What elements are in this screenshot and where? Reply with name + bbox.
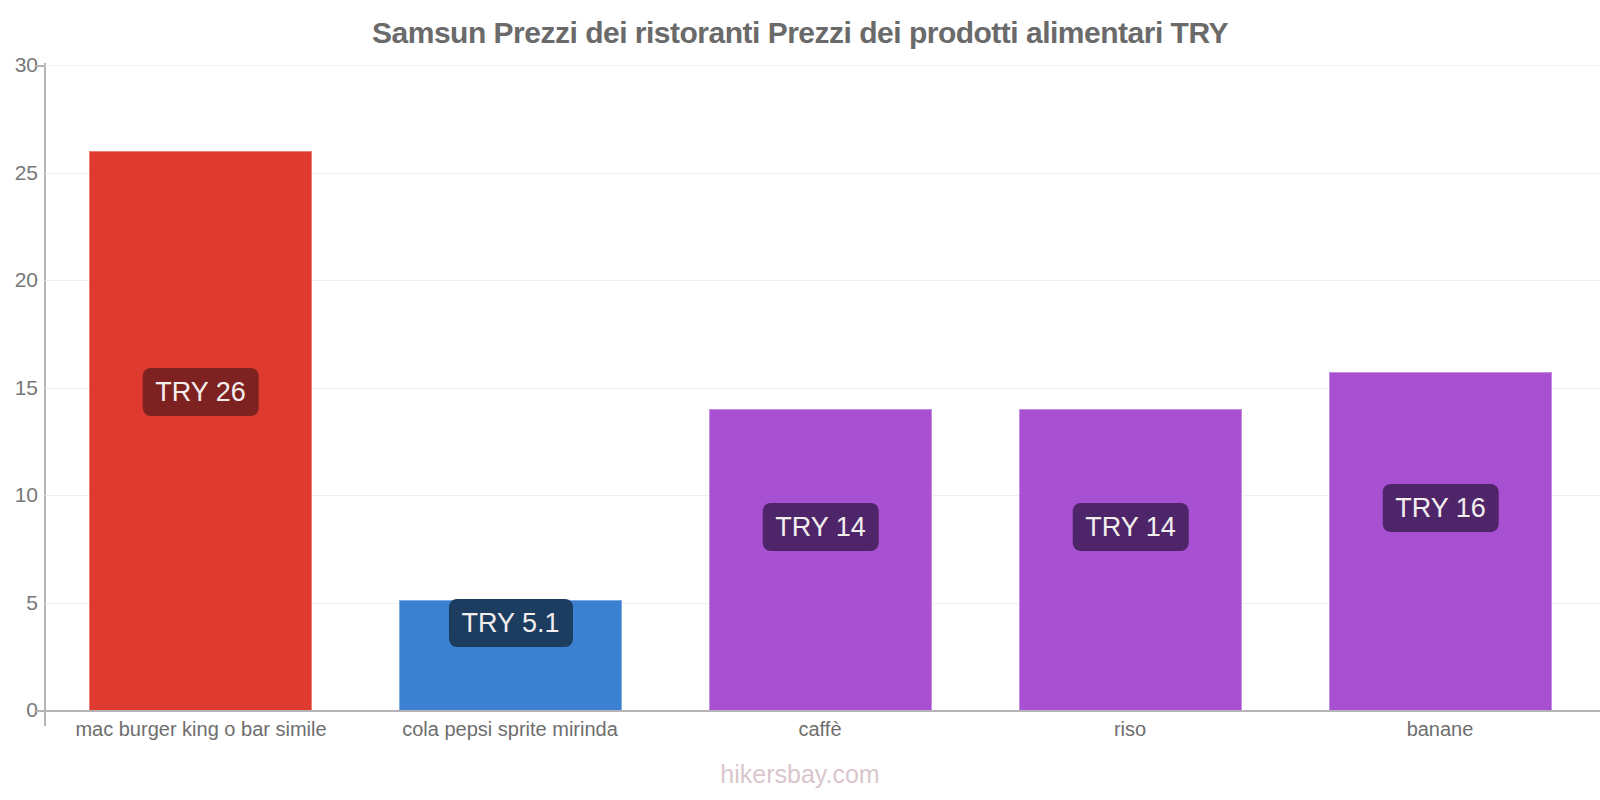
gridline-30 — [45, 65, 1600, 66]
x-category-label-4: riso — [1114, 718, 1146, 741]
y-tick-label-0: 0 — [0, 698, 38, 722]
y-tick-label-15: 15 — [0, 376, 38, 400]
y-tick-label-20: 20 — [0, 268, 38, 292]
y-tick-label-30: 30 — [0, 53, 38, 77]
x-category-label-1: mac burger king o bar simile — [75, 718, 326, 741]
x-category-label-2: cola pepsi sprite mirinda — [402, 718, 618, 741]
bar-4: TRY 14 — [1019, 409, 1242, 710]
plot-area: 0 5 10 15 20 25 30 TRY 26 TRY 5.1 TRY 14 TRY 14 TRY… — [0, 0, 1600, 800]
y-tick-label-25: 25 — [0, 161, 38, 185]
value-badge-2: TRY 5.1 — [448, 599, 572, 647]
bar-1: TRY 26 — [89, 151, 312, 710]
x-axis-line — [45, 710, 1600, 712]
bar-2: TRY 5.1 — [399, 600, 622, 710]
value-badge-1: TRY 26 — [142, 368, 259, 416]
y-tick-label-5: 5 — [0, 591, 38, 615]
value-badge-5: TRY 16 — [1382, 484, 1499, 532]
y-tick-label-10: 10 — [0, 483, 38, 507]
bar-5: TRY 16 — [1329, 372, 1552, 710]
x-category-label-5: banane — [1407, 718, 1474, 741]
x-category-label-3: caffè — [799, 718, 842, 741]
watermark-hikersbay: hikersbay.com — [0, 760, 1600, 789]
y-tick-mark-30 — [36, 65, 45, 67]
chart-canvas: Samsun Prezzi dei ristoranti Prezzi dei … — [0, 0, 1600, 800]
value-badge-3: TRY 14 — [762, 503, 879, 551]
bar-3: TRY 14 — [709, 409, 932, 710]
y-axis-line — [44, 63, 46, 726]
y-tick-mark-0 — [36, 710, 45, 712]
value-badge-4: TRY 14 — [1072, 503, 1189, 551]
